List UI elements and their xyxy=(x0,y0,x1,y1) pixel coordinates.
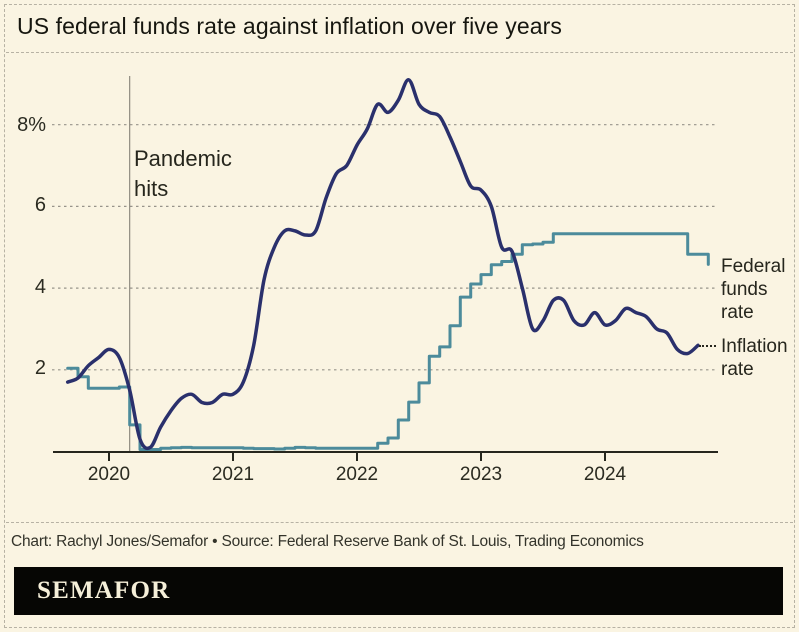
x-tick-label-2021: 2021 xyxy=(211,464,255,485)
inflation-rate-line xyxy=(65,78,700,451)
x-tick-label-2020: 2020 xyxy=(87,464,131,485)
x-tick-label-2024: 2024 xyxy=(583,464,627,485)
semafor-wordmark: SEMAFOR xyxy=(37,577,171,604)
semafor-logo-bar: SEMAFOR xyxy=(14,567,783,615)
footer-separator xyxy=(6,522,793,523)
inflation-series-label: Inflation rate xyxy=(721,336,788,381)
x-tick-label-2023: 2023 xyxy=(459,464,503,485)
fed-funds-series-label: Federal funds rate xyxy=(721,256,786,324)
x-tick-label-2022: 2022 xyxy=(335,464,379,485)
credit-source-line: Chart: Rachyl Jones/Semafor • Source: Fe… xyxy=(11,533,644,550)
y-tick-label-2: 2 xyxy=(34,357,46,379)
pandemic-annotation: Pandemic hits xyxy=(134,146,232,201)
inflation-label-connector-line xyxy=(699,345,716,347)
y-tick-label-8: 8% xyxy=(17,114,46,136)
fed-funds-rate-line xyxy=(66,232,710,451)
title-separator xyxy=(6,52,793,53)
chart-title: US federal funds rate against inflation … xyxy=(17,13,563,39)
y-tick-label-4: 4 xyxy=(34,276,46,298)
y-tick-label-6: 6 xyxy=(34,194,46,216)
